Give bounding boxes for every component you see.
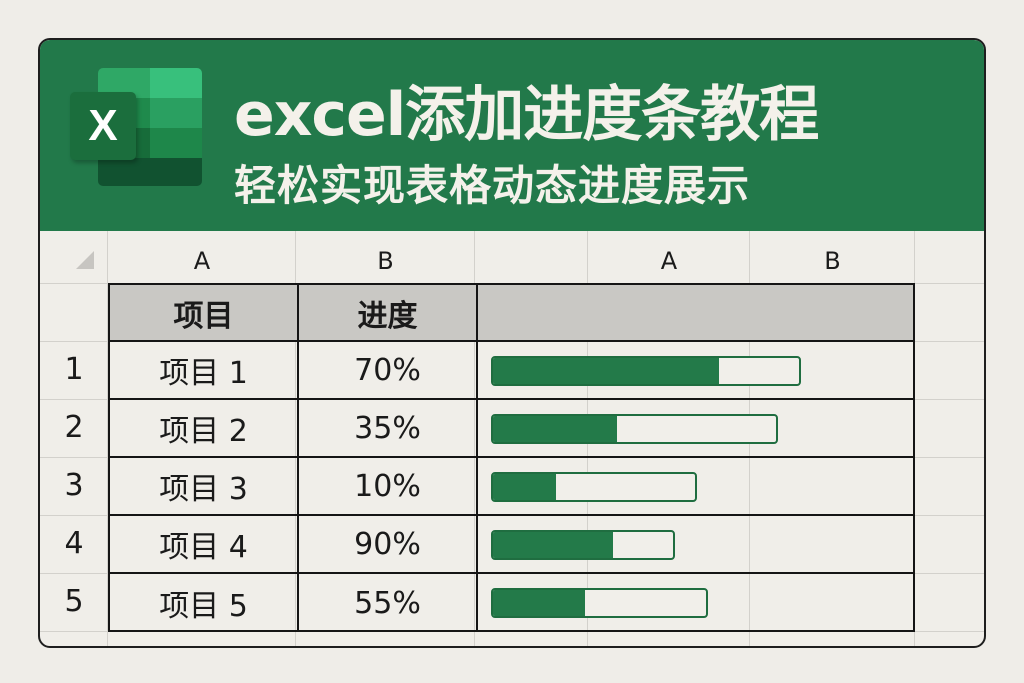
page-subtitle: 轻松实现表格动态进度展示 — [234, 161, 751, 210]
progress-cell[interactable]: 90% — [354, 526, 421, 562]
column-header-b-2[interactable]: B — [824, 247, 841, 275]
tutorial-card: X excel添加进度条教程 轻松实现表格动态进度展示 A B A B 1 2 … — [38, 38, 986, 648]
page-title: excel添加进度条教程 — [234, 80, 819, 150]
gridline — [474, 231, 475, 646]
row-number[interactable]: 3 — [64, 468, 84, 503]
title-banner: X excel添加进度条教程 轻松实现表格动态进度展示 — [40, 40, 984, 231]
table-divider — [476, 285, 478, 630]
column-header-a[interactable]: A — [193, 247, 211, 275]
progress-cell[interactable]: 35% — [354, 410, 421, 446]
column-header-c[interactable] — [475, 231, 588, 283]
progress-bar-fill — [493, 416, 617, 442]
progress-cell[interactable]: 10% — [354, 468, 421, 504]
progress-bar-cell[interactable] — [478, 342, 913, 398]
row-number[interactable]: 2 — [64, 410, 84, 445]
row-number[interactable]: 1 — [64, 352, 84, 387]
progress-bar-track — [491, 356, 801, 386]
progress-cell[interactable]: 70% — [354, 352, 421, 388]
progress-bar-cell[interactable] — [478, 516, 913, 572]
header-bar[interactable] — [478, 285, 913, 340]
progress-bar-cell[interactable] — [478, 458, 913, 514]
progress-bar-cell[interactable] — [478, 574, 913, 632]
table-header-row: 项目 进度 — [110, 285, 913, 342]
gridline — [107, 231, 108, 646]
table-row: 项目 5 55% — [110, 574, 913, 632]
progress-bar-track — [491, 414, 778, 444]
item-cell[interactable]: 项目 5 — [159, 589, 248, 624]
gridline — [295, 231, 296, 646]
table-row: 项目 3 10% — [110, 458, 913, 516]
excel-logo-icon: X — [70, 68, 202, 186]
header-progress[interactable]: 进度 — [357, 298, 418, 334]
select-all-corner[interactable] — [76, 251, 94, 269]
progress-bar-fill — [493, 474, 556, 500]
table-row: 项目 1 70% — [110, 342, 913, 400]
table-row: 项目 4 90% — [110, 516, 913, 574]
progress-bar-track — [491, 472, 697, 502]
item-cell[interactable]: 项目 3 — [159, 472, 248, 507]
progress-bar-fill — [493, 590, 585, 616]
progress-cell[interactable]: 55% — [354, 585, 421, 621]
progress-bar-track — [491, 530, 675, 560]
item-cell[interactable]: 项目 2 — [159, 414, 248, 449]
column-header-b[interactable]: B — [377, 247, 394, 275]
column-header-a-2[interactable]: A — [660, 247, 678, 275]
progress-bar-track — [491, 588, 708, 618]
progress-bar-fill — [493, 358, 719, 384]
progress-table: 项目 进度 项目 1 70% 项目 2 35% — [108, 283, 915, 632]
row-number[interactable]: 5 — [64, 584, 84, 619]
progress-bar-fill — [493, 532, 613, 558]
excel-x-badge: X — [70, 92, 136, 160]
spreadsheet-grid: A B A B 1 2 3 4 5 项目 进度 项目 1 70% — [40, 231, 984, 646]
header-item[interactable]: 项目 — [173, 298, 234, 334]
progress-bar-cell[interactable] — [478, 400, 913, 456]
item-cell[interactable]: 项目 1 — [159, 356, 248, 391]
table-divider — [297, 285, 299, 630]
table-row: 项目 2 35% — [110, 400, 913, 458]
row-number[interactable]: 4 — [64, 526, 84, 561]
item-cell[interactable]: 项目 4 — [159, 530, 248, 565]
